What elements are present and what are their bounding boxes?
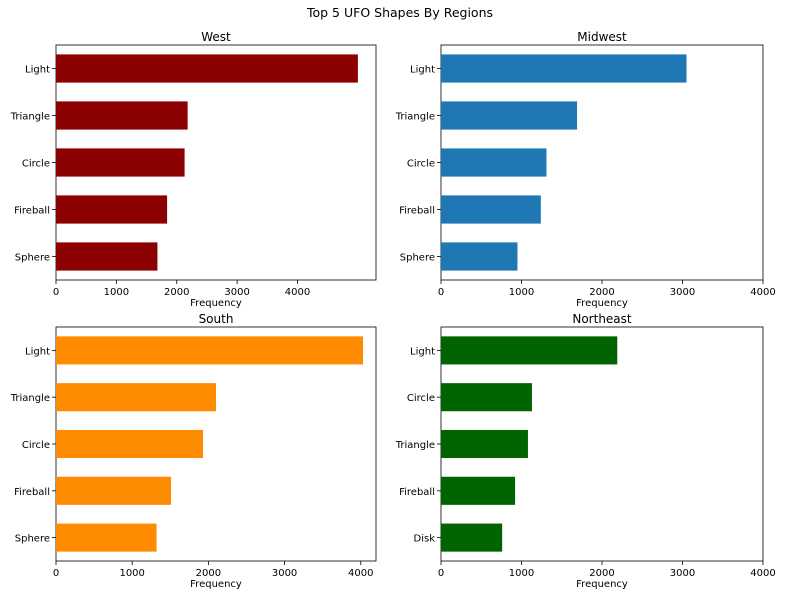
x-tick-label: 2000 [589,287,614,298]
y-tick-label: Light [25,346,50,357]
x-axis-label: Frequency [190,579,242,590]
bar-circle [441,383,532,412]
bar-circle [56,148,185,177]
x-tick-label: 3000 [670,287,695,298]
y-tick-label: Sphere [400,253,435,264]
bar-triangle [56,383,216,412]
subplot-title: Midwest [577,30,627,44]
y-tick-label: Fireball [399,206,435,217]
x-tick-label: 2000 [589,568,614,579]
x-tick-label: 0 [438,568,444,579]
y-tick-label: Fireball [14,206,50,217]
y-tick-label: Circle [407,393,435,404]
y-tick-label: Circle [22,159,50,170]
y-tick-label: Triangle [395,112,435,123]
y-tick-label: Disk [414,534,436,545]
bar-triangle [441,429,528,459]
x-tick-label: 3000 [272,568,297,579]
bar-fireball [56,195,168,224]
subplot-title: South [199,312,234,326]
subplot-midwest: Midwest Light Triangle Circle Fireball Sphere… [395,30,776,309]
figure-title: Top 5 UFO Shapes By Regions [306,5,494,20]
x-tick-label: 3000 [224,287,249,298]
x-tick-label: 1000 [509,568,534,579]
bar-sphere [56,242,158,271]
y-tick-label: Triangle [10,393,50,404]
x-tick-label: 3000 [670,568,695,579]
bar-triangle [56,101,188,130]
x-axis-label: Frequency [190,298,242,309]
y-tick-label: Triangle [395,440,435,451]
y-tick-label: Circle [22,440,50,451]
y-tick-label: Fireball [14,487,50,498]
subplot-south: South Light Triangle Circle Fireball Sphere 0 1… [10,312,377,590]
x-axis-label: Frequency [576,579,628,590]
y-tick-label: Sphere [15,534,50,545]
x-axis-label: Frequency [576,298,628,309]
bar-light [56,336,364,365]
bar-circle [441,148,547,177]
bar-light [56,54,358,83]
x-tick-label: 1000 [509,287,534,298]
subplot-title: Northeast [572,312,632,326]
bar-light [441,336,618,365]
y-tick-label: Fireball [399,487,435,498]
x-tick-label: 4000 [750,287,775,298]
x-tick-label: 0 [53,287,59,298]
x-tick-label: 4000 [348,568,373,579]
y-tick-label: Light [410,65,435,76]
bar-fireball [441,195,541,224]
bar-sphere [56,523,157,552]
x-tick-label: 4000 [750,568,775,579]
x-tick-label: 0 [438,287,444,298]
x-tick-label: 1000 [104,287,129,298]
subplot-title: West [201,30,231,44]
bar-fireball [56,476,172,505]
x-tick-label: 2000 [196,568,221,579]
y-tick-label: Triangle [10,112,50,123]
x-tick-label: 4000 [285,287,310,298]
bar-light [441,54,687,83]
x-tick-label: 1000 [119,568,144,579]
y-tick-label: Light [410,346,435,357]
bar-disk [441,523,503,552]
y-tick-label: Light [25,65,50,76]
x-tick-label: 0 [53,568,59,579]
x-tick-label: 2000 [164,287,189,298]
y-tick-label: Sphere [15,253,50,264]
bar-triangle [441,101,578,130]
subplot-west: West Light Triangle Circle Fireball Sphere 0 10… [10,30,377,309]
bar-circle [56,429,204,459]
bar-fireball [441,476,516,505]
y-tick-label: Circle [407,159,435,170]
subplot-northeast: Northeast Light Circle Triangle Fireball Disk… [395,312,776,590]
bar-sphere [441,242,518,271]
